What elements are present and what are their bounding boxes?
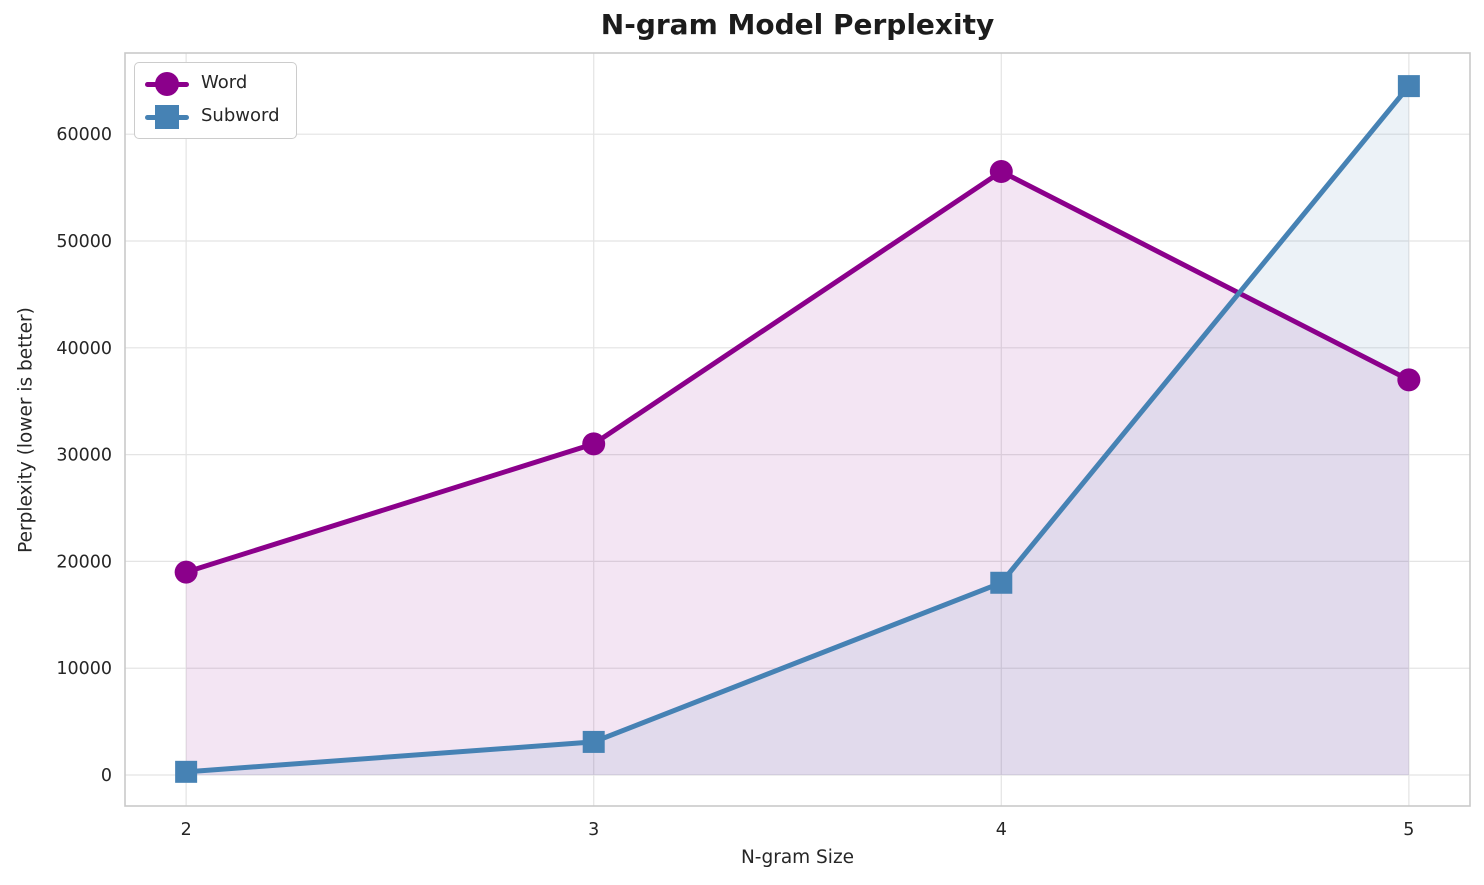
word-circle-marker-icon bbox=[145, 71, 189, 97]
y-tick-label: 20000 bbox=[56, 552, 112, 572]
subword-square-marker-icon bbox=[145, 104, 189, 130]
legend: Word Subword bbox=[134, 62, 297, 139]
y-tick-label: 40000 bbox=[56, 339, 112, 359]
y-tick-label: 10000 bbox=[56, 659, 112, 679]
x-axis-label: N-gram Size bbox=[740, 847, 855, 868]
marker-subword-2 bbox=[175, 760, 198, 783]
y-tick-label: 30000 bbox=[56, 446, 112, 466]
x-tick-label: 3 bbox=[588, 820, 599, 840]
x-tick-label: 5 bbox=[1403, 820, 1414, 840]
marker-subword-3 bbox=[582, 730, 605, 753]
x-tick-label: 2 bbox=[181, 820, 192, 840]
marker-subword-4 bbox=[990, 571, 1013, 594]
legend-label-subword: Subword bbox=[201, 105, 280, 126]
y-tick-label: 0 bbox=[101, 766, 112, 786]
plot-frame bbox=[124, 52, 1471, 807]
data-line-word bbox=[183, 169, 1412, 575]
marker-word-2 bbox=[174, 560, 198, 584]
legend-item-subword: Subword bbox=[145, 104, 280, 130]
chart-title: N-gram Model Perplexity bbox=[600, 8, 995, 41]
legend-label-word: Word bbox=[201, 72, 248, 93]
area-fill-subword bbox=[186, 86, 1409, 776]
y-tick-label: 50000 bbox=[56, 232, 112, 252]
x-tick-label: 4 bbox=[996, 820, 1007, 840]
data-line-subword bbox=[183, 83, 1412, 775]
marker-word-3 bbox=[582, 432, 606, 456]
marker-word-5 bbox=[1397, 368, 1421, 392]
area-fill-word bbox=[186, 171, 1409, 776]
legend-item-word: Word bbox=[145, 71, 280, 97]
marker-subword-5 bbox=[1397, 75, 1420, 98]
marker-word-4 bbox=[989, 160, 1013, 184]
y-axis-label: Perplexity (lower is better) bbox=[15, 307, 37, 553]
y-tick-label: 60000 bbox=[56, 125, 112, 145]
